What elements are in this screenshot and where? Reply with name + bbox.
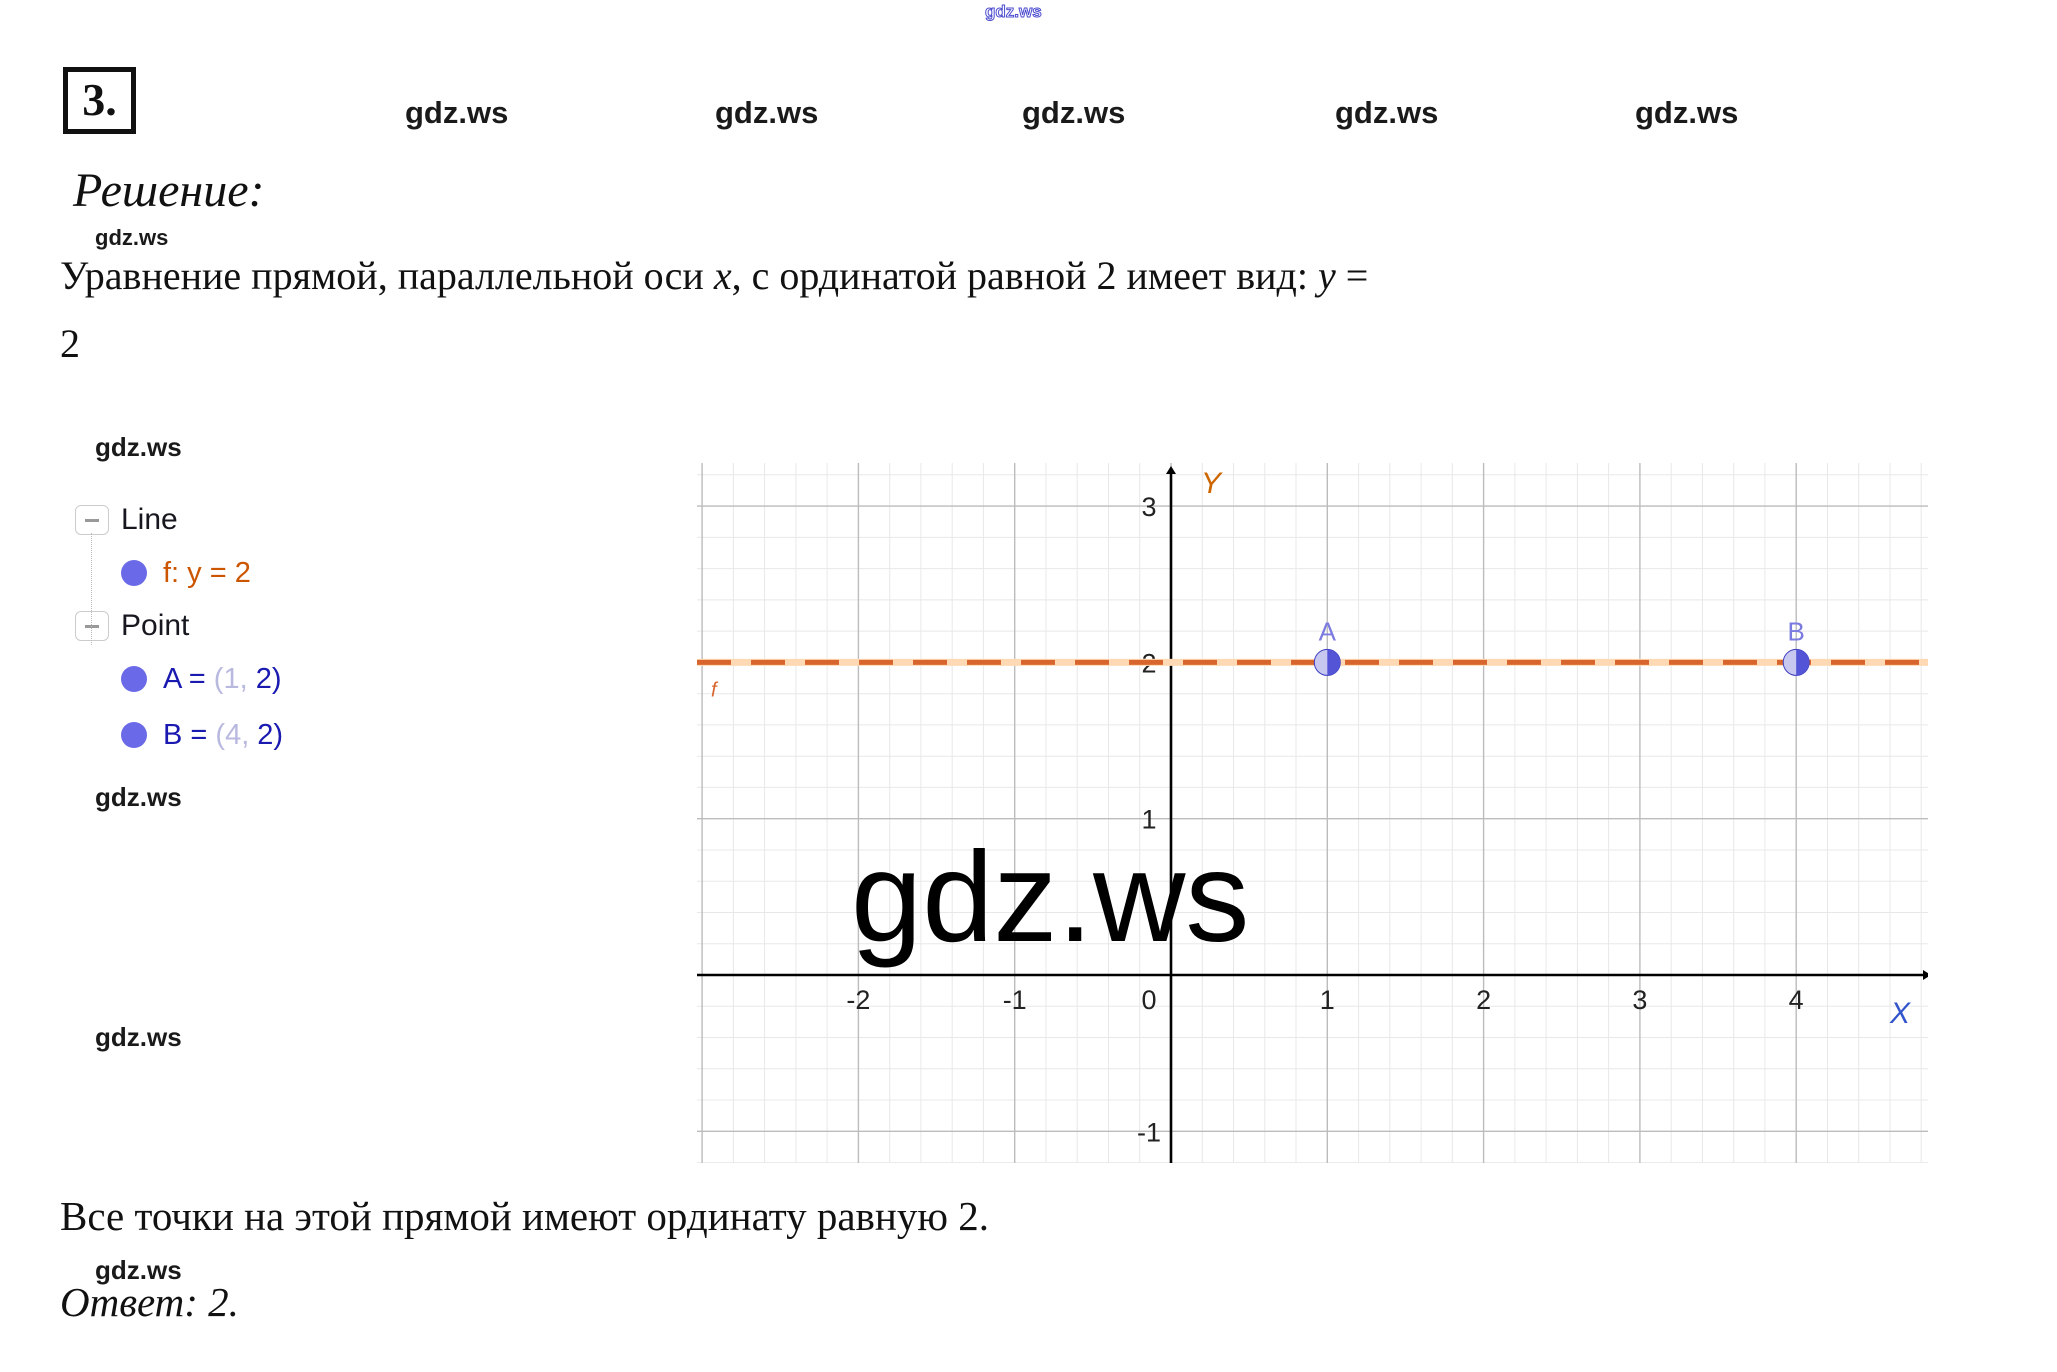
svg-text:4: 4 [1789,985,1804,1015]
svg-text:X: X [1889,997,1911,1030]
svg-text:gdz.ws: gdz.ws [851,826,1249,969]
svg-text:-2: -2 [846,985,870,1015]
svg-text:1: 1 [1320,985,1335,1015]
svg-text:A: A [1319,616,1337,646]
svg-text:-1: -1 [1137,1117,1161,1147]
svg-text:2: 2 [1476,985,1491,1015]
svg-text:-1: -1 [1003,985,1027,1015]
svg-text:3: 3 [1632,985,1647,1015]
svg-text:B: B [1788,616,1805,646]
svg-text:0: 0 [1141,985,1156,1015]
svg-text:3: 3 [1141,492,1156,522]
svg-text:Y: Y [1201,467,1223,500]
